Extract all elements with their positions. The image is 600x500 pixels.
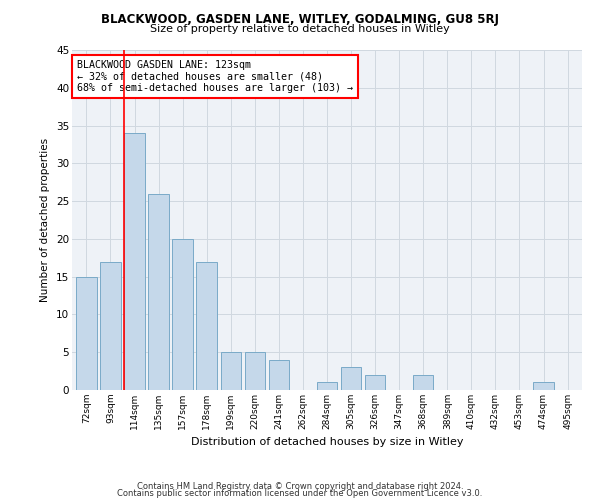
- Bar: [221, 352, 241, 390]
- Bar: [172, 239, 193, 390]
- Bar: [76, 276, 97, 390]
- Bar: [148, 194, 169, 390]
- Bar: [124, 133, 145, 390]
- Bar: [413, 375, 433, 390]
- Bar: [100, 262, 121, 390]
- Text: BLACKWOOD, GASDEN LANE, WITLEY, GODALMING, GU8 5RJ: BLACKWOOD, GASDEN LANE, WITLEY, GODALMIN…: [101, 12, 499, 26]
- Bar: [245, 352, 265, 390]
- Text: BLACKWOOD GASDEN LANE: 123sqm
← 32% of detached houses are smaller (48)
68% of s: BLACKWOOD GASDEN LANE: 123sqm ← 32% of d…: [77, 60, 353, 94]
- Bar: [317, 382, 337, 390]
- Text: Size of property relative to detached houses in Witley: Size of property relative to detached ho…: [150, 24, 450, 34]
- Text: Contains public sector information licensed under the Open Government Licence v3: Contains public sector information licen…: [118, 489, 482, 498]
- Bar: [365, 375, 385, 390]
- Text: Contains HM Land Registry data © Crown copyright and database right 2024.: Contains HM Land Registry data © Crown c…: [137, 482, 463, 491]
- Bar: [269, 360, 289, 390]
- Bar: [341, 368, 361, 390]
- Bar: [196, 262, 217, 390]
- X-axis label: Distribution of detached houses by size in Witley: Distribution of detached houses by size …: [191, 438, 463, 448]
- Y-axis label: Number of detached properties: Number of detached properties: [40, 138, 50, 302]
- Bar: [533, 382, 554, 390]
